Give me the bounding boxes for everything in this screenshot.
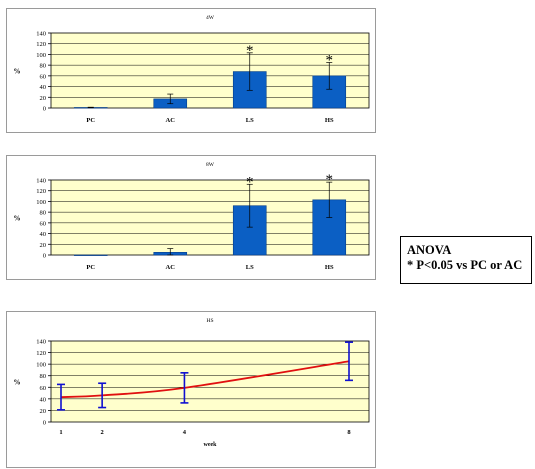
y-tick-label: 120 (36, 41, 46, 48)
y-tick-label: 0 (43, 106, 46, 113)
x-tick-label-ac: AC (166, 117, 176, 124)
y-tick-label: 120 (36, 188, 46, 195)
y-tick-label: 100 (36, 362, 46, 369)
line-chart-hs-panel: 0 20 40 60 80 100 120 140 HS% 1 2 4 8 week (6, 311, 376, 468)
x-tick-label: 8 (347, 429, 351, 436)
significance-star-hs: * (326, 52, 334, 68)
x-tick-label-ls: LS (246, 117, 254, 124)
significance-star-hs: * (326, 172, 334, 188)
x-axis-label: week (204, 442, 218, 448)
y-tick-label: 60 (40, 220, 47, 227)
y-tick-label: 140 (36, 31, 46, 38)
line-chart-hs: 0 20 40 60 80 100 120 140 HS% 1 2 4 8 week (14, 318, 370, 448)
y-tick-label: 0 (43, 420, 46, 427)
bar-chart-4w: 0 20 40 60 80 100 120 140 4W% PC AC * LS * HS (14, 15, 370, 124)
y-tick-label: 20 (40, 95, 47, 102)
plot-area (50, 340, 370, 423)
bar-chart-4w-panel: 0 20 40 60 80 100 120 140 4W% PC AC * LS * HS (6, 8, 376, 133)
bar-chart-8w: 0 20 40 60 80 100 120 140 8W% PC AC * LS * HS (14, 162, 370, 271)
anova-legend-box: ANOVA * P<0.05 vs PC or AC (400, 236, 532, 284)
significance-star-ls: * (246, 43, 254, 59)
y-tick-label: 100 (36, 52, 46, 59)
y-tick-label: 60 (40, 73, 47, 80)
y-tick-label: 40 (40, 84, 47, 91)
y-tick-label: 140 (36, 178, 46, 185)
x-tick-label-pc: PC (86, 117, 95, 124)
y-axis-label: % (14, 215, 21, 223)
significance-star-ls: * (246, 174, 254, 190)
x-tick-label-ac: AC (166, 264, 176, 271)
y-tick-label: 100 (36, 199, 46, 206)
x-tick-label-hs: HS (325, 117, 334, 124)
chart-title: 8W (206, 162, 215, 168)
y-tick-label: 40 (40, 396, 47, 403)
x-tick-label: 4 (183, 429, 187, 436)
y-axis-label: % (14, 68, 21, 76)
x-tick-label: 2 (101, 429, 104, 436)
x-tick-label-pc: PC (86, 264, 95, 271)
x-tick-label-ls: LS (246, 264, 254, 271)
y-tick-label: 60 (40, 385, 47, 392)
y-tick-label: 40 (40, 231, 47, 238)
x-tick-label: 1 (59, 429, 62, 436)
y-tick-label: 80 (40, 373, 47, 380)
series-line (60, 360, 350, 399)
bar-pc (73, 254, 108, 256)
significance-note: * P<0.05 vs PC or AC (407, 258, 523, 272)
x-tick-label-hs: HS (325, 264, 334, 271)
y-tick-label: 80 (40, 63, 47, 70)
y-tick-label: 80 (40, 210, 47, 217)
y-tick-label: 120 (36, 350, 46, 357)
y-tick-label: 140 (36, 339, 46, 346)
anova-title: ANOVA (407, 243, 452, 257)
y-tick-label: 20 (40, 408, 47, 415)
chart-title: HS (206, 318, 213, 324)
chart-title: 4W (206, 15, 215, 21)
y-axis-label: % (14, 379, 21, 387)
bar-chart-8w-panel: 0 20 40 60 80 100 120 140 8W% PC AC * LS * HS (6, 155, 376, 280)
y-tick-label: 0 (43, 253, 46, 260)
y-tick-label: 20 (40, 242, 47, 249)
